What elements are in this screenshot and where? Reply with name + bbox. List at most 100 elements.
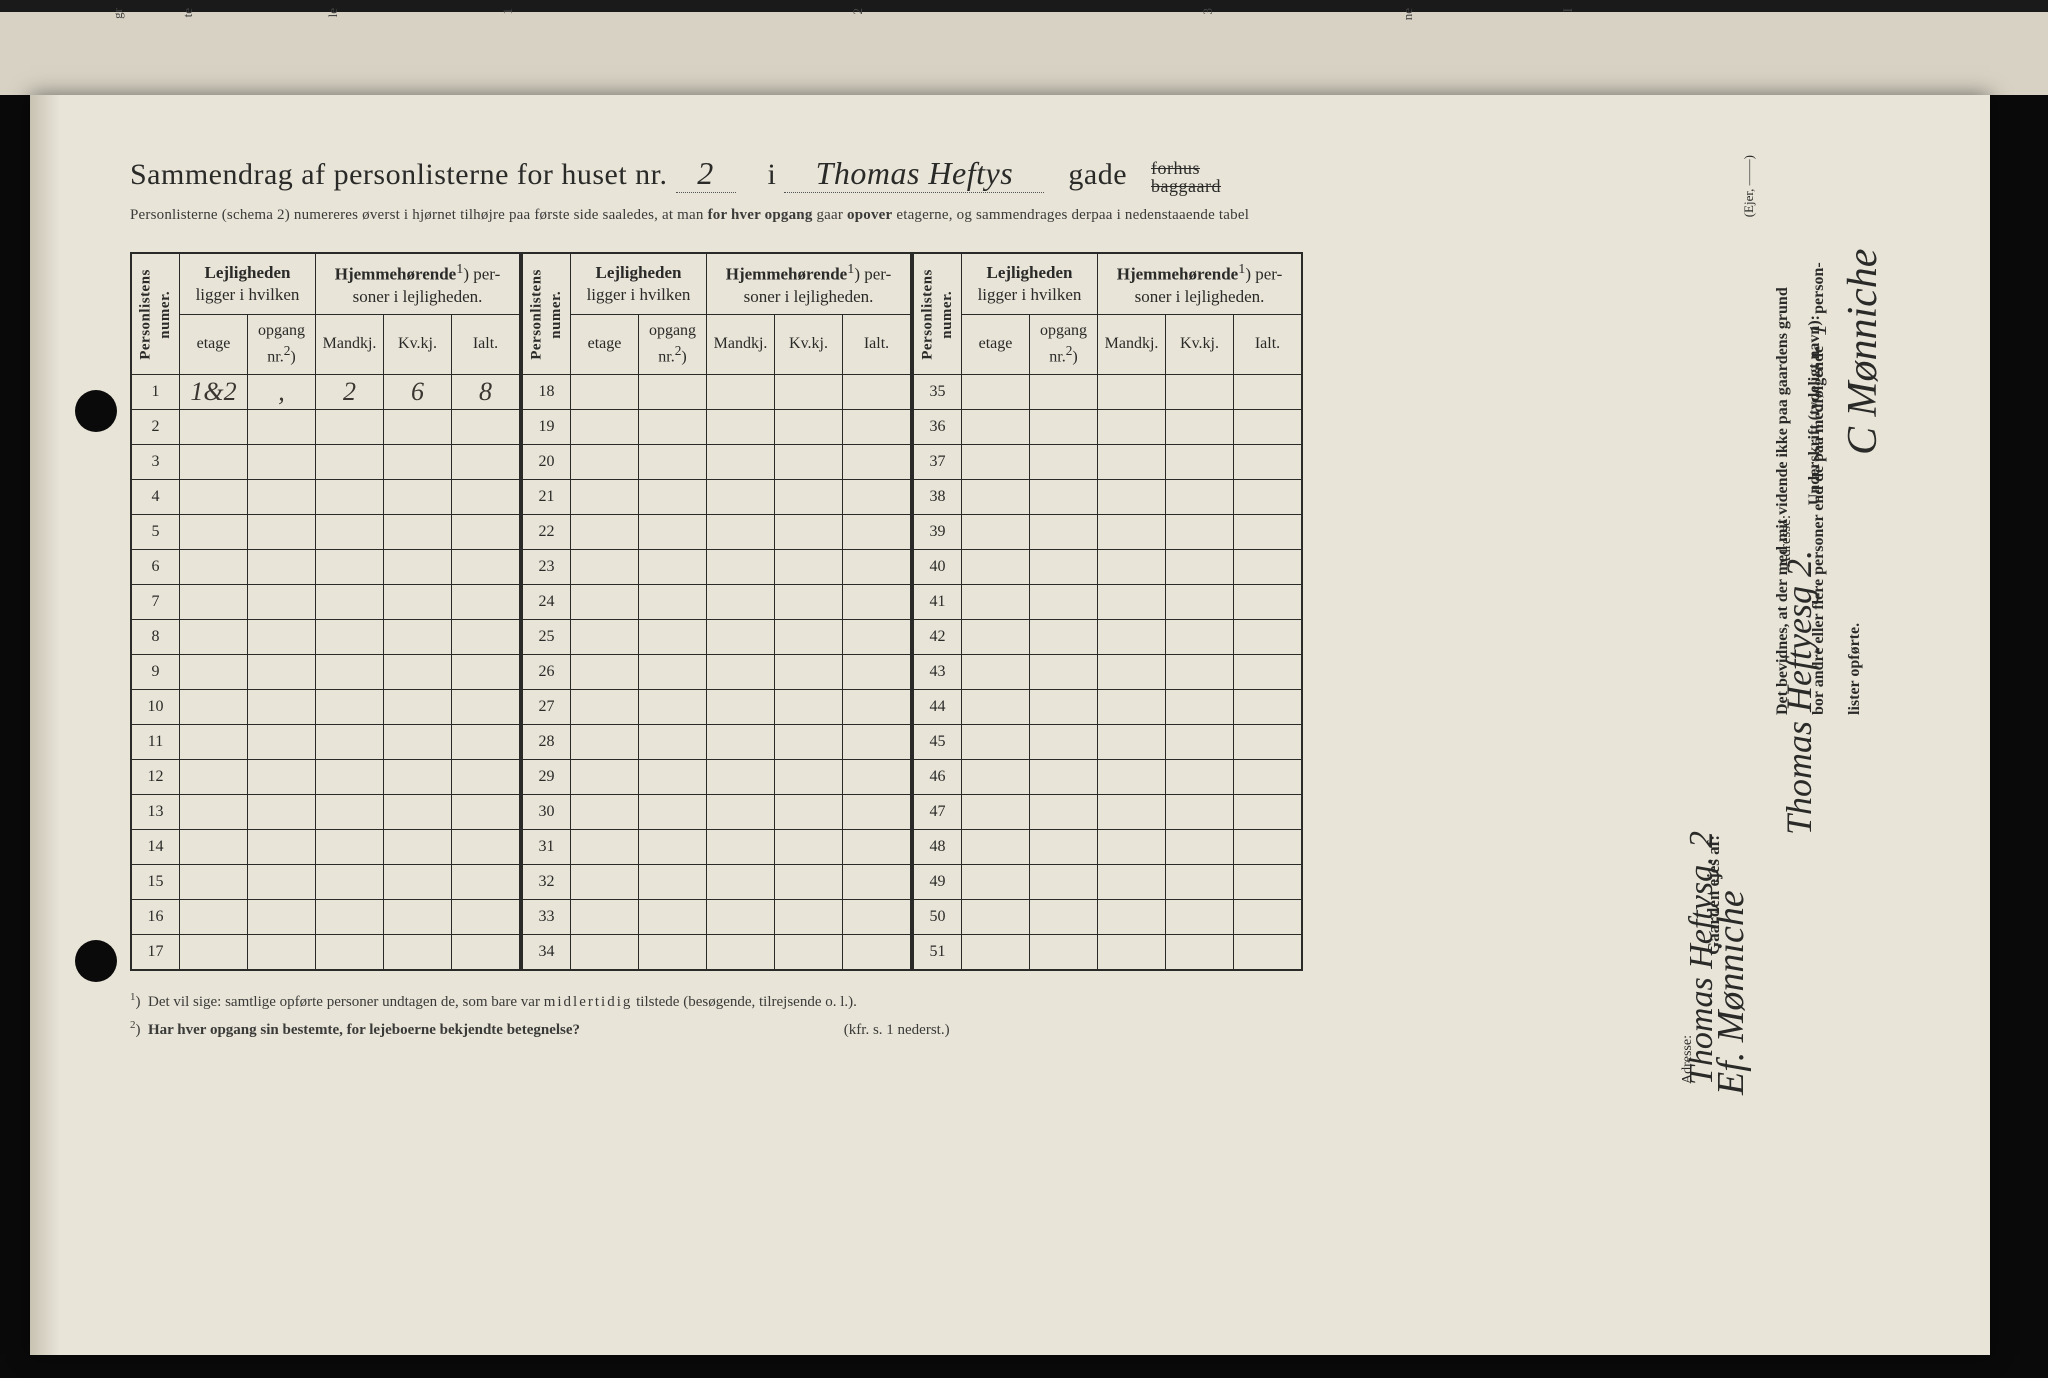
cell (1030, 514, 1098, 549)
table-row: 40 (914, 549, 1302, 584)
row-number: 8 (132, 619, 180, 654)
cell (707, 549, 775, 584)
punch-hole (75, 390, 117, 432)
cell (1030, 584, 1098, 619)
cell (1098, 444, 1166, 479)
footnote-1: 1) Det vil sige: samtlige opførte person… (130, 991, 1680, 1011)
row-number: 49 (914, 864, 962, 899)
cell (1030, 549, 1098, 584)
cell (843, 794, 911, 829)
cell (962, 899, 1030, 934)
cell (843, 374, 911, 409)
cell (1030, 654, 1098, 689)
cell (571, 934, 639, 969)
cell (1234, 829, 1302, 864)
frag: 1 (500, 8, 516, 15)
cell (384, 864, 452, 899)
row-number: 2 (132, 409, 180, 444)
footnote-2: 2) Har hver opgang sin bestemte, for lej… (130, 1019, 1680, 1039)
col-personlistens: Personlistens numer. (523, 254, 571, 375)
cell (843, 619, 911, 654)
cell (1030, 444, 1098, 479)
cell (248, 899, 316, 934)
cell (1098, 724, 1166, 759)
row-number: 19 (523, 409, 571, 444)
cell (639, 374, 707, 409)
cell (180, 549, 248, 584)
cell (316, 689, 384, 724)
cell (775, 724, 843, 759)
col-mandkj: Mandkj. (316, 314, 384, 374)
frag: 3 (1200, 8, 1216, 15)
cell (384, 654, 452, 689)
table-row: 4 (132, 479, 520, 514)
row-number: 1 (132, 374, 180, 409)
cell (248, 724, 316, 759)
cell (1234, 724, 1302, 759)
table-block: Personlistens numer.Lejlighedenligger i … (130, 252, 521, 971)
row-number: 44 (914, 689, 962, 724)
table-row: 38 (914, 479, 1302, 514)
table-row: 7 (132, 584, 520, 619)
title-line: Sammendrag af personlisterne for huset n… (130, 155, 1680, 195)
cell (1166, 584, 1234, 619)
fold-shadow (30, 95, 60, 1355)
cell (1166, 619, 1234, 654)
table-row: 37 (914, 444, 1302, 479)
cell (707, 374, 775, 409)
row-number: 18 (523, 374, 571, 409)
cell (707, 479, 775, 514)
cell (707, 409, 775, 444)
table-block: Personlistens numer.Lejlighedenligger i … (521, 252, 912, 971)
cell (962, 689, 1030, 724)
table-row: 19 (523, 409, 911, 444)
table-block: Personlistens numer.Lejlighedenligger i … (912, 252, 1303, 971)
footnotes: 1) Det vil sige: samtlige opførte person… (130, 991, 1680, 1039)
row-number: 28 (523, 724, 571, 759)
row-number: 39 (914, 514, 962, 549)
cell (452, 514, 520, 549)
col-hjemme: Hjemmehørende1) per-soner i lejligheden. (1098, 254, 1302, 315)
cell (384, 724, 452, 759)
row-number: 32 (523, 864, 571, 899)
cell (707, 864, 775, 899)
cell (1098, 514, 1166, 549)
cell (384, 619, 452, 654)
cell (1234, 374, 1302, 409)
cell (843, 654, 911, 689)
cell (775, 374, 843, 409)
col-etage: etage (962, 314, 1030, 374)
cell (571, 899, 639, 934)
row-number: 10 (132, 689, 180, 724)
table-row: 27 (523, 689, 911, 724)
cell (248, 409, 316, 444)
cell (571, 619, 639, 654)
cell (1098, 584, 1166, 619)
frag: ne (1400, 8, 1416, 20)
table-row: 23 (523, 549, 911, 584)
cell (571, 794, 639, 829)
table-row: 31 (523, 829, 911, 864)
row-number: 17 (132, 934, 180, 969)
table-row: 36 (914, 409, 1302, 444)
cell (180, 479, 248, 514)
cell (316, 899, 384, 934)
cell (384, 759, 452, 794)
cell (843, 514, 911, 549)
cell (180, 689, 248, 724)
col-ialt: Ialt. (452, 314, 520, 374)
cell (639, 514, 707, 549)
cell (1166, 444, 1234, 479)
cell (452, 654, 520, 689)
table-row: 35 (914, 374, 1302, 409)
table-row: 3 (132, 444, 520, 479)
cell (452, 899, 520, 934)
cell (639, 549, 707, 584)
cell (1098, 934, 1166, 969)
cell (962, 374, 1030, 409)
table-row: 48 (914, 829, 1302, 864)
cell (1098, 899, 1166, 934)
col-ialt: Ialt. (843, 314, 911, 374)
cell (1030, 619, 1098, 654)
cell (1166, 899, 1234, 934)
